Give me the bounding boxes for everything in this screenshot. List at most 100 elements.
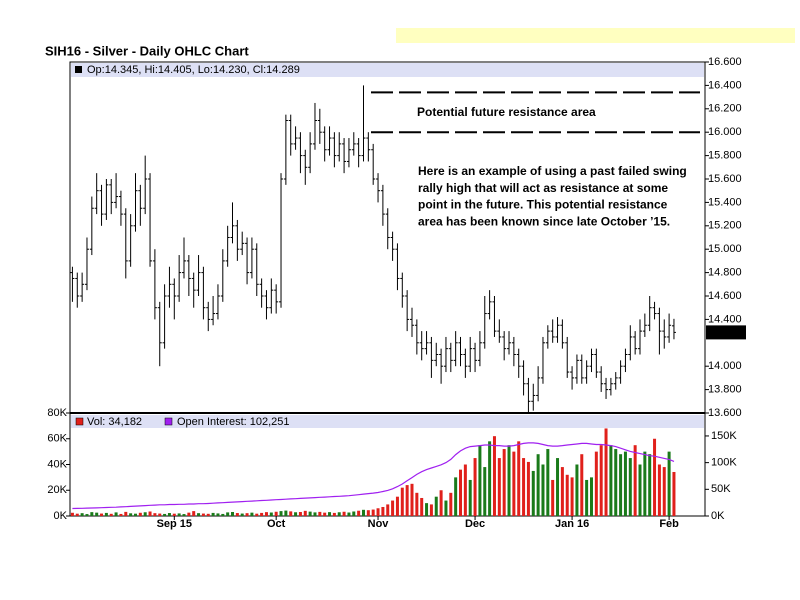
volume-bar — [133, 513, 137, 516]
volume-bar — [235, 513, 239, 516]
volume-bar — [240, 513, 244, 516]
volume-bar — [90, 512, 94, 516]
volume-bar — [352, 511, 356, 516]
volume-bar — [444, 500, 448, 516]
volume-bar — [478, 445, 482, 516]
volume-bar — [395, 496, 399, 516]
volume-bar — [439, 490, 443, 516]
volume-bar — [167, 513, 171, 516]
y-tick-label: 15.000 — [708, 243, 742, 255]
volume-bar — [463, 464, 467, 516]
volume-bar — [298, 512, 302, 516]
volume-bar — [371, 509, 375, 516]
volume-bar — [623, 451, 627, 516]
banner — [396, 28, 795, 43]
volume-bar — [609, 445, 613, 516]
volume-bar — [313, 512, 317, 516]
volume-bar — [85, 514, 89, 516]
y-tick-label: 14.400 — [708, 313, 742, 325]
volume-bar — [400, 487, 404, 516]
volume-bar — [638, 464, 642, 516]
volume-bar — [318, 511, 322, 516]
volume-bar — [231, 512, 235, 516]
volume-bar — [250, 512, 254, 516]
volume-bar — [80, 513, 84, 516]
y-tick-label: 15.600 — [708, 173, 742, 185]
volume-bar — [488, 441, 492, 516]
x-tick-label: Sep 15 — [157, 518, 192, 530]
volume-bar — [381, 506, 385, 516]
volume-bar — [556, 458, 560, 516]
volume-strip — [71, 415, 704, 428]
volume-bar — [599, 445, 603, 516]
volume-bar — [459, 469, 463, 516]
volume-bar — [386, 504, 390, 516]
oi-legend-swatch — [164, 417, 173, 426]
volume-panel — [69, 412, 706, 517]
volume-tick-label: 60K — [47, 433, 67, 445]
volume-bar — [420, 497, 424, 516]
volume-bar — [269, 512, 273, 516]
annotation: Potential future resistance area — [417, 105, 596, 119]
last-price-label: 14.289 — [709, 326, 743, 338]
volume-bar — [662, 467, 666, 516]
volume-bar — [497, 458, 501, 516]
volume-bar — [551, 479, 555, 516]
volume-bar — [328, 512, 332, 516]
y-tick-label: 16.000 — [708, 126, 742, 138]
volume-bar — [449, 492, 453, 516]
volume-tick-label: 20K — [47, 484, 67, 496]
volume-bar — [483, 467, 487, 516]
y-tick-label: 14.600 — [708, 290, 742, 302]
oi-line — [72, 442, 675, 510]
volume-bar — [172, 513, 176, 516]
volume-bar — [589, 477, 593, 516]
volume-tick-label: 0K — [54, 510, 68, 522]
volume-bar — [546, 449, 550, 516]
volume-bar — [255, 513, 259, 516]
volume-bar — [138, 512, 142, 516]
y-tick-label: 16.600 — [708, 56, 742, 68]
info-strip — [71, 63, 704, 77]
y-tick-label: 15.200 — [708, 220, 742, 232]
volume-bar — [119, 513, 123, 516]
info-text: Op:14.345, Hi:14.405, Lo:14.230, Cl:14.2… — [87, 64, 300, 76]
y-tick-label: 16.400 — [708, 79, 742, 91]
volume-bar — [643, 451, 647, 516]
volume-bar — [124, 511, 128, 516]
x-tick-label: Jan 16 — [555, 518, 589, 530]
volume-bar — [143, 512, 147, 516]
volume-bar — [517, 441, 521, 516]
volume-bar — [148, 511, 152, 516]
volume-bar — [182, 514, 186, 516]
oi-legend: Open Interest: 102,251 — [177, 416, 290, 428]
volume-bar — [454, 477, 458, 516]
last-price-box — [706, 325, 746, 340]
volume-bar — [294, 512, 298, 516]
volume-bar — [526, 461, 530, 516]
volume-legend: Vol: 34,182 — [87, 416, 142, 428]
volume-bar — [667, 451, 671, 516]
volume-bar — [187, 512, 191, 516]
volume-bar — [337, 512, 341, 516]
y-tick-label: 15.800 — [708, 150, 742, 162]
volume-bar — [565, 474, 569, 516]
volume-bar — [648, 454, 652, 516]
volume-bar — [434, 496, 438, 516]
volume-bar — [429, 504, 433, 516]
volume-bar — [153, 513, 157, 516]
volume-bar — [216, 513, 220, 516]
volume-bar — [357, 510, 361, 516]
volume-bar — [221, 513, 225, 516]
volume-bar — [104, 512, 108, 516]
note-line: point in the future. This potential resi… — [418, 198, 668, 212]
volume-bar — [614, 449, 618, 516]
volume-bar — [75, 513, 79, 516]
oi-tick-label: 0K — [711, 510, 725, 522]
x-tick-label: Nov — [368, 518, 390, 530]
volume-bar — [303, 510, 307, 516]
volume-tick-label: 40K — [47, 458, 67, 470]
volume-bar — [226, 512, 230, 516]
volume-bar — [192, 511, 196, 516]
volume-bar — [619, 454, 623, 516]
